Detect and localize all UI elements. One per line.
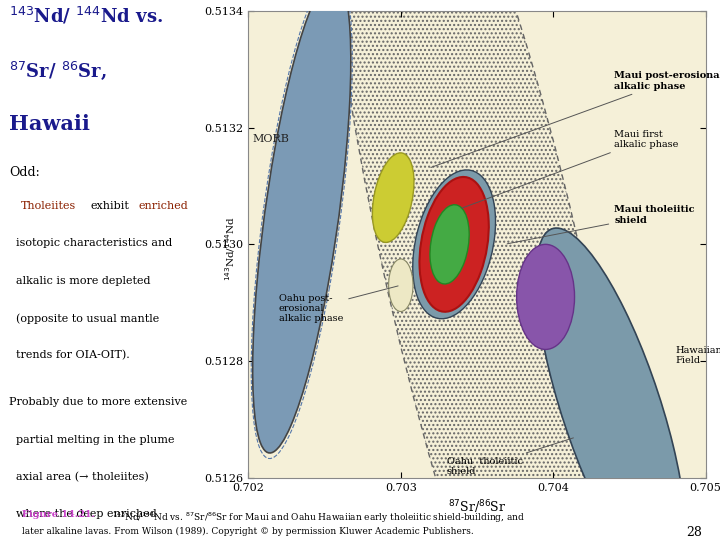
Text: 28: 28 xyxy=(686,526,702,539)
Text: (opposite to usual mantle: (opposite to usual mantle xyxy=(9,313,159,323)
Text: later alkaline lavas. From Wilson (1989). Copyright © by permission Kluwer Acade: later alkaline lavas. From Wilson (1989)… xyxy=(22,526,473,536)
Text: $^{143}$Nd/$^{144}$Nd: $^{143}$Nd/$^{144}$Nd xyxy=(223,216,238,281)
Ellipse shape xyxy=(517,244,575,349)
Text: enriched: enriched xyxy=(138,201,188,211)
Ellipse shape xyxy=(372,153,414,242)
Ellipse shape xyxy=(536,228,686,540)
Ellipse shape xyxy=(389,259,413,312)
Text: trends for OIA-OIT).: trends for OIA-OIT). xyxy=(9,350,130,361)
Ellipse shape xyxy=(324,0,645,540)
Text: $^{143}$Nd/ $^{144}$Nd vs.: $^{143}$Nd/ $^{144}$Nd vs. xyxy=(9,5,163,26)
X-axis label: $^{87}$Sr/$^{86}$Sr: $^{87}$Sr/$^{86}$Sr xyxy=(448,498,506,516)
Text: Odd:: Odd: xyxy=(9,166,40,179)
Text: axial area (→ tholeiites): axial area (→ tholeiites) xyxy=(9,472,149,482)
Text: where the deep enriched: where the deep enriched xyxy=(9,509,157,519)
Text: Maui tholeiitic
shield: Maui tholeiitic shield xyxy=(507,205,695,244)
Text: Tholeiites: Tholeiites xyxy=(20,201,76,211)
Text: exhibit: exhibit xyxy=(91,201,130,211)
Text: $^{143}$Nd/$^{144}$Nd vs. $^{87}$Sr/$^{86}$Sr for Maui and Oahu Hawaiian early t: $^{143}$Nd/$^{144}$Nd vs. $^{87}$Sr/$^{8… xyxy=(112,510,525,525)
Ellipse shape xyxy=(420,177,489,312)
Text: alkalic is more depleted: alkalic is more depleted xyxy=(9,276,150,286)
Text: isotopic characteristics and: isotopic characteristics and xyxy=(9,239,172,248)
Text: Oahu post-
erosional
alkalic phase: Oahu post- erosional alkalic phase xyxy=(279,286,398,323)
Text: Oahu  tholeiitic
shield: Oahu tholeiitic shield xyxy=(446,438,573,476)
Ellipse shape xyxy=(253,0,351,453)
Text: Maui first
alkalic phase: Maui first alkalic phase xyxy=(462,130,678,208)
Text: partial melting in the plume: partial melting in the plume xyxy=(9,435,174,445)
Ellipse shape xyxy=(430,205,469,284)
Text: $^{87}$Sr/ $^{86}$Sr,: $^{87}$Sr/ $^{86}$Sr, xyxy=(9,59,107,82)
Text: Hawaiian
Field: Hawaiian Field xyxy=(675,346,720,365)
Text: Maui post-erosional
alkalic phase: Maui post-erosional alkalic phase xyxy=(431,71,720,167)
Text: Probably due to more extensive: Probably due to more extensive xyxy=(9,397,187,408)
Text: MORB: MORB xyxy=(253,134,289,144)
Text: Figure 14.21.: Figure 14.21. xyxy=(22,510,94,519)
Ellipse shape xyxy=(413,170,495,319)
Text: Hawaii: Hawaii xyxy=(9,114,90,134)
